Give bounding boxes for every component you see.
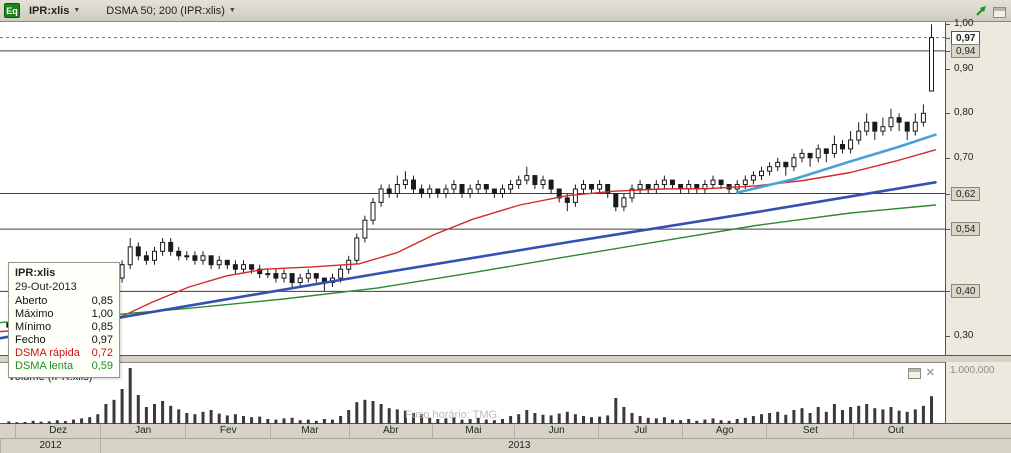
overlay-DSMA-rapida-50 [0, 149, 937, 333]
tooltip-date: 29-Out-2013 [15, 281, 77, 293]
volume-pane-controls: ✕ [907, 367, 935, 379]
tooltip-row-Aberto: Aberto 0,85 [15, 295, 113, 307]
month-label-Ago: Ago [682, 424, 766, 438]
month-label-Dez: Dez [15, 424, 100, 438]
month-label-Jun: Jun [514, 424, 598, 438]
price-tickmark [946, 24, 950, 26]
price-tick-0,62: 0,62 [951, 186, 981, 201]
price-tickmark [946, 68, 950, 70]
month-label-Out: Out [853, 424, 937, 438]
volume-chart-canvas[interactable] [0, 363, 945, 425]
price-chart-canvas[interactable] [0, 22, 945, 356]
overlay-linha-tendencia [0, 181, 937, 340]
tooltip-row-DSMA lenta: DSMA lenta 0,59 [15, 360, 113, 372]
time-axis-years[interactable]: 2012 2013 [0, 439, 1011, 453]
price-chart-area[interactable]: IPR:xlis 29-Out-2013 Aberto 0,85 Máximo 1,0… [0, 22, 945, 378]
month-label-Fev: Fev [185, 424, 270, 438]
price-tick-0,97: 0,97 [951, 30, 981, 45]
month-label-Mai: Mai [431, 424, 514, 438]
panel-restore-icon[interactable] [907, 368, 921, 379]
price-tick-0,70: 0,70 [954, 151, 974, 163]
close-icon[interactable]: ✕ [925, 367, 935, 379]
price-tickmark [946, 336, 950, 337]
tooltip-symbol: IPR:xlis [15, 267, 56, 279]
price-tickmark [946, 50, 950, 52]
time-axis-months[interactable]: Dez Jan Fev Mar Abr Mai Jun Jul Ago Set Out [0, 424, 1011, 439]
pane-splitter[interactable] [0, 356, 1011, 362]
timezone-watermark: Fuso horário: TMG [405, 409, 498, 421]
year-label-2012: 2012 [0, 439, 100, 453]
overlay-media-azul-clara [735, 133, 937, 194]
toolbar: Eq IPR:xlis ▼ DSMA 50; 200 (IPR:xlis) ▼ [0, 0, 1011, 22]
month-label-Mar: Mar [270, 424, 348, 438]
volume-scale-label: 1.000.000 [950, 365, 995, 376]
month-label-Jul: Jul [598, 424, 682, 438]
price-tickmark [946, 229, 950, 231]
tooltip-row-Máximo: Máximo 1,00 [15, 308, 113, 320]
panel-restore-icon[interactable] [993, 7, 1006, 18]
price-tick-0,30: 0,30 [954, 330, 974, 341]
month-label-Jan: Jan [100, 424, 185, 438]
price-tickmark [946, 37, 950, 39]
price-tick-0,40: 0,40 [951, 284, 981, 299]
overlay-DSMA-lenta-200 [0, 204, 937, 324]
volume-pane[interactable]: Volume (IPR:xlis) ▼ ✕ Fuso horário: TMG [0, 362, 945, 425]
tooltip-row-DSMA rápida: DSMA rápida 0,72 [15, 347, 113, 359]
tooltip-row-Fecho: Fecho 0,97 [15, 334, 113, 346]
volume-axis: 1.000.000 [945, 362, 1011, 424]
indicator-selector[interactable]: DSMA 50; 200 (IPR:xlis) ▼ [103, 4, 239, 18]
trend-arrow-icon[interactable] [974, 4, 988, 21]
price-tickmark [946, 291, 950, 293]
symbol-selector[interactable]: IPR:xlis ▼ [26, 4, 83, 18]
chart-window-controls [974, 4, 1006, 21]
price-tickmark [946, 157, 950, 159]
price-tick-0,90: 0,90 [954, 62, 974, 74]
price-tick-1,00: 1,00 [954, 18, 974, 30]
price-tick-0,54: 0,54 [951, 222, 981, 237]
chevron-down-icon: ▼ [73, 6, 81, 14]
tooltip-rows: Aberto 0,85 Máximo 1,00 Mínimo 0,85 Fecho 0,97 D… [15, 295, 113, 373]
price-axis[interactable]: 1,00 0,97 0,94 0,90 0,80 0,70 0,62 0,54 0,40 0,30 [945, 18, 1011, 356]
price-tickmark [946, 113, 950, 115]
chevron-down-icon: ▼ [228, 6, 236, 14]
equity-type-icon: Eq [4, 3, 20, 18]
tooltip-row-Mínimo: Mínimo 0,85 [15, 321, 113, 333]
symbol-label: IPR:xlis [29, 4, 70, 17]
month-label-Abr: Abr [348, 424, 432, 438]
price-tickmark [946, 193, 950, 195]
month-label-Set: Set [766, 424, 853, 438]
year-label-2013: 2013 [100, 439, 937, 453]
ohlc-tooltip: IPR:xlis 29-Out-2013 Aberto 0,85 Máximo 1,0… [8, 262, 120, 378]
price-tick-0,94: 0,94 [951, 43, 981, 58]
price-tick-0,80: 0,80 [954, 107, 974, 119]
indicator-label: DSMA 50; 200 (IPR:xlis) [106, 4, 225, 17]
